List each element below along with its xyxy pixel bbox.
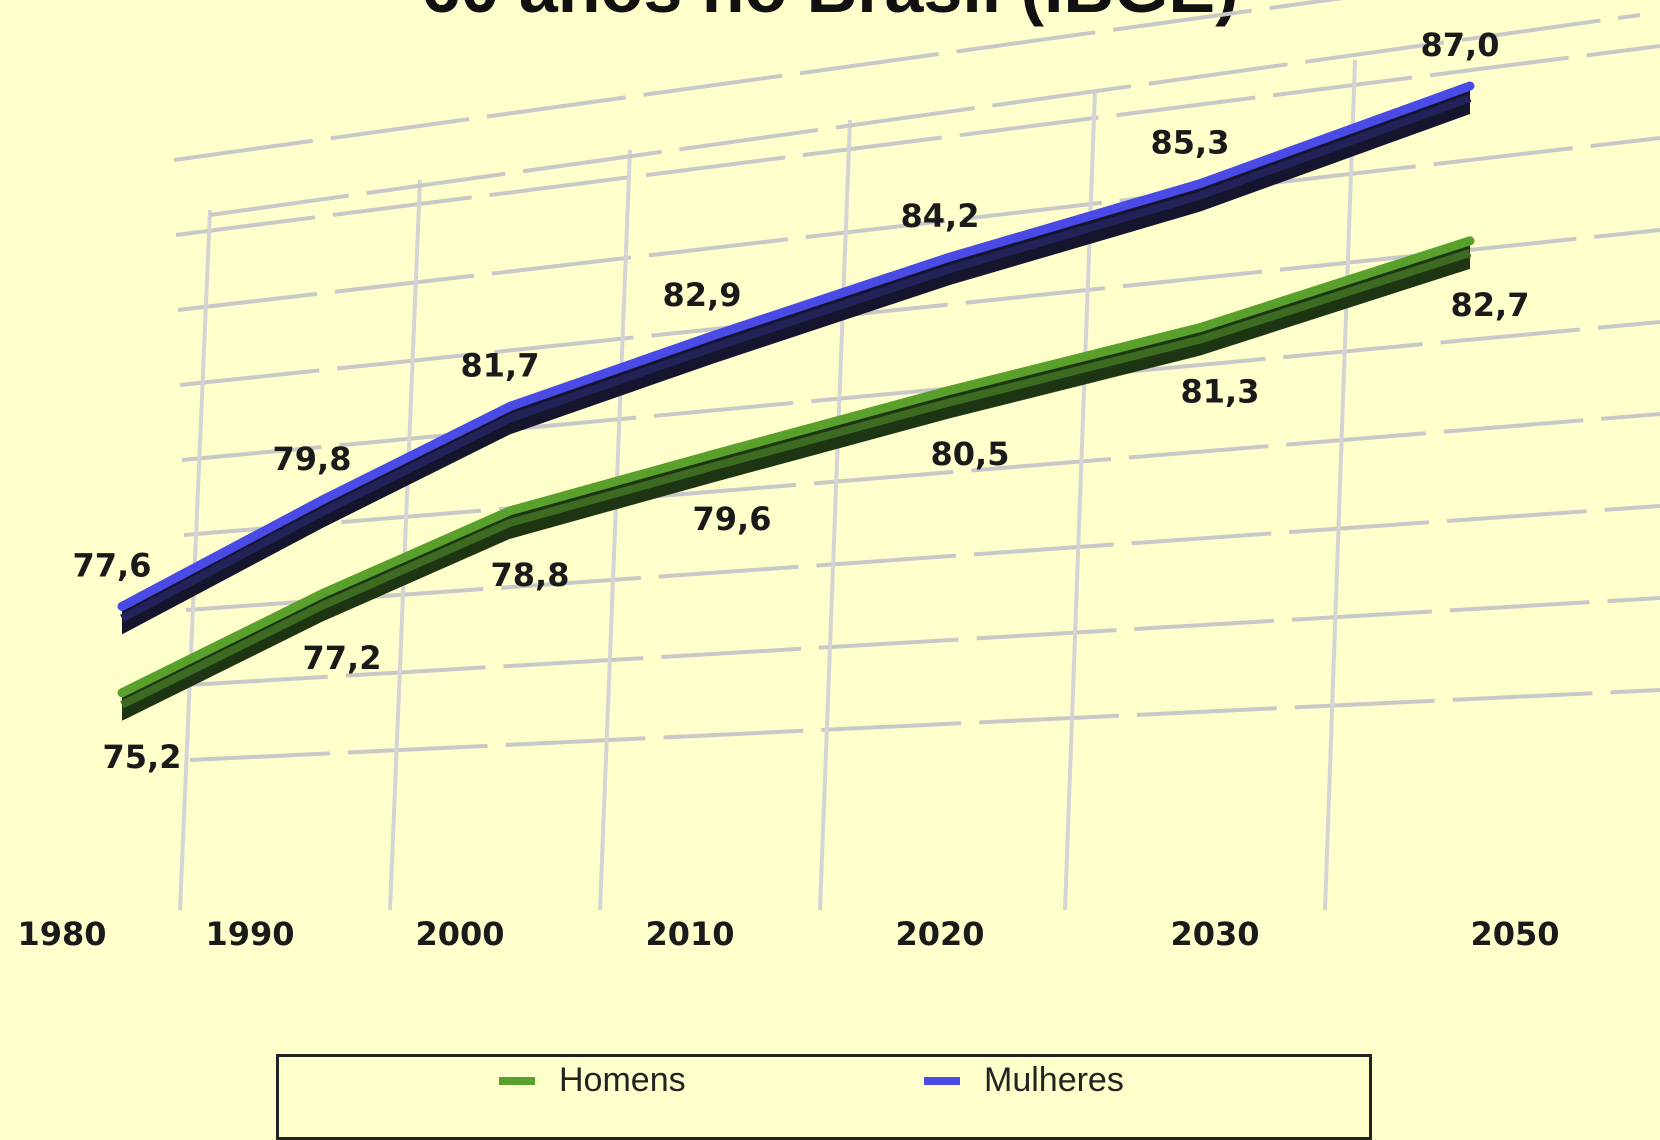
grid-line-h [181,320,1660,462]
data-point-mulheres [507,403,513,410]
data-point-homens [1197,324,1203,331]
grid-line-v [1323,59,1357,911]
legend-label-homens: Homens [559,1061,686,1099]
data-label-homens: 81,3 [1181,373,1260,411]
data-label-mulheres: 87,0 [1421,26,1500,64]
data-label-homens: 78,8 [491,556,570,594]
data-point-mulheres [1467,83,1473,90]
chart-title: 60 anos no Brasil (IBGE) [0,0,1660,28]
series-highlight-mulheres [120,94,1472,622]
x-tick-label: 2020 [895,915,984,953]
data-label-mulheres: 85,3 [1151,124,1230,162]
data-label-homens: 77,2 [303,639,382,677]
data-point-homens [1467,237,1473,244]
x-tick-label: 2010 [645,915,734,953]
grid-line-h [173,0,1343,162]
x-tick-label: 1980 [17,915,106,953]
grid-line-h [177,136,1660,312]
legend-item-homens: Homens [499,1061,686,1100]
data-point-mulheres [1197,180,1203,187]
data-point-mulheres [119,603,125,610]
grid-line-v [388,179,422,911]
data-point-mulheres [319,497,325,504]
data-point-homens [319,590,325,597]
data-label-mulheres: 79,8 [273,440,352,478]
grid-line-h [187,596,1660,687]
legend-label-mulheres: Mulheres [984,1061,1124,1099]
legend-item-mulheres: Mulheres [924,1061,1124,1100]
legend-swatch-mulheres [924,1076,960,1085]
grid-line-v [178,209,212,911]
grid-line-h [175,44,1660,237]
x-tick-label: 1990 [205,915,294,953]
legend-swatch-homens [499,1076,535,1085]
grid-line-h [185,504,1660,612]
data-label-homens: 82,7 [1451,286,1530,324]
data-point-homens [709,451,715,458]
chart-legend: Homens Mulheres [276,1054,1372,1140]
data-label-mulheres: 84,2 [901,197,980,235]
series-ribbon-mulheres [122,86,1470,635]
grid-line-h [189,688,1660,762]
chart-grid [173,0,1660,911]
grid-line-v [598,149,632,911]
x-tick-label: 2000 [415,915,504,953]
data-label-homens: 79,6 [693,500,772,538]
series-ribbon-homens [122,240,1470,721]
data-label-mulheres: 81,7 [461,346,540,384]
data-label-homens: 75,2 [103,738,182,776]
x-tick-label: 2050 [1470,915,1559,953]
data-point-homens [947,387,953,394]
data-label-mulheres: 77,6 [73,546,152,584]
x-tick-label: 2030 [1170,915,1259,953]
series-highlight-homens [120,249,1472,709]
data-label-mulheres: 82,9 [663,276,742,314]
data-point-homens [119,689,125,696]
grid-line-v [818,119,852,911]
grid-line-top [209,13,1641,217]
data-point-mulheres [709,332,715,339]
data-point-mulheres [947,254,953,261]
grid-line-h [183,412,1660,537]
data-label-homens: 80,5 [931,435,1010,473]
data-point-homens [507,507,513,514]
line-chart: 77,6 79,8 81,7 82,9 84,2 85,3 87,0 75,2 77,2 78,8… [17,0,1660,953]
